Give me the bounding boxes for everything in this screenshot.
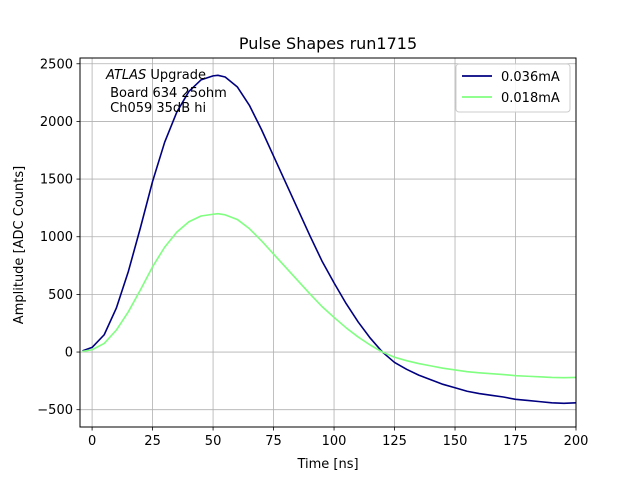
x-tick-label: 125 bbox=[382, 434, 407, 449]
chart-title: Pulse Shapes run1715 bbox=[239, 34, 417, 53]
x-tick-label: 75 bbox=[265, 434, 282, 449]
atlas-annotation-line3: Ch059 35dB hi bbox=[106, 101, 206, 116]
y-tick-label: 0 bbox=[65, 346, 73, 361]
axis-ticks: 0 25 50 75 100 125 150 175 200 −500 0 500 1000 1500 20… bbox=[37, 57, 588, 449]
y-axis-label: Amplitude [ADC Counts] bbox=[12, 166, 27, 324]
annotation-upgrade-text: Upgrade bbox=[146, 68, 206, 83]
x-tick-label: 100 bbox=[322, 434, 347, 449]
plot-frame bbox=[79, 57, 577, 428]
atlas-annotation-line1: ATLAS Upgrade bbox=[105, 68, 206, 83]
x-tick-label: 175 bbox=[503, 434, 528, 449]
x-tick-label: 150 bbox=[443, 434, 468, 449]
y-tick-label: 2500 bbox=[40, 57, 73, 72]
legend: 0.036mA 0.018mA bbox=[455, 63, 571, 113]
x-tick-label: 0 bbox=[88, 434, 96, 449]
x-tick-label: 200 bbox=[564, 434, 589, 449]
y-tick-label: 2000 bbox=[40, 115, 73, 130]
series-line-1 bbox=[82, 212, 577, 379]
x-tick-label: 25 bbox=[144, 434, 161, 449]
grid bbox=[80, 58, 577, 427]
y-tick-label: 1500 bbox=[40, 173, 73, 188]
atlas-italic-label: ATLAS bbox=[105, 68, 146, 83]
legend-label-0: 0.036mA bbox=[501, 70, 560, 85]
series-line-0 bbox=[82, 74, 577, 405]
atlas-annotation-line2: Board 634 25ohm bbox=[106, 86, 227, 101]
y-tick-label: 1000 bbox=[40, 230, 73, 245]
x-tick-label: 50 bbox=[205, 434, 222, 449]
y-tick-label: −500 bbox=[37, 403, 73, 418]
legend-label-1: 0.018mA bbox=[501, 91, 560, 106]
x-axis-label: Time [ns] bbox=[296, 457, 358, 472]
y-tick-label: 500 bbox=[48, 288, 73, 303]
series-lines bbox=[82, 74, 577, 405]
